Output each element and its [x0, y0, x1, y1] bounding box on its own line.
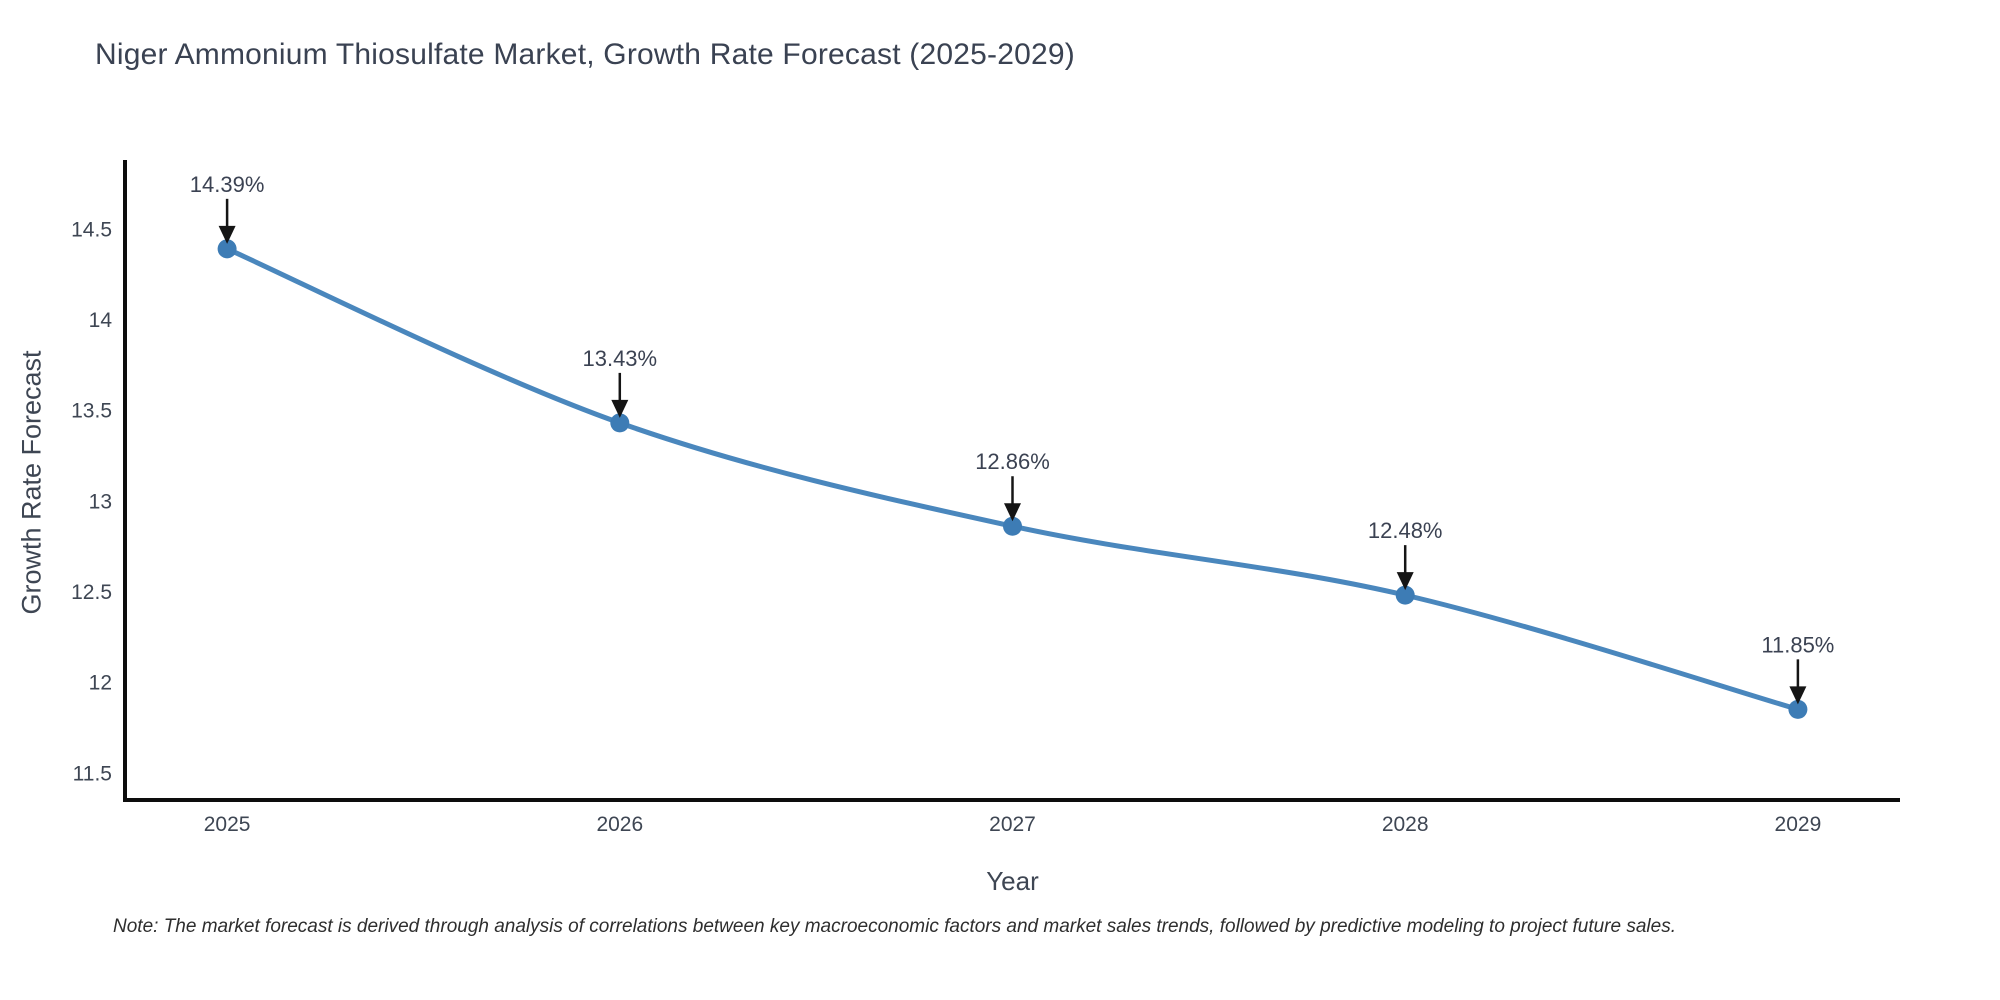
x-tick-label: 2029: [1775, 813, 1822, 836]
y-tick-label: 12.5: [71, 581, 112, 604]
y-tick-label: 12: [89, 672, 112, 695]
chart-title: Niger Ammonium Thiosulfate Market, Growt…: [95, 38, 1075, 71]
x-tick-label: 2027: [989, 813, 1036, 836]
y-tick-label: 11.5: [73, 762, 112, 785]
data-point-marker: [1003, 516, 1022, 536]
annotation-arrowhead: [218, 225, 236, 244]
y-tick-label: 13.5: [71, 400, 112, 423]
y-tick-label: 13: [89, 490, 112, 513]
annotation-arrowhead: [611, 399, 629, 418]
x-tick-label: 2025: [204, 813, 251, 836]
x-tick-label: 2026: [596, 813, 643, 836]
annotation-arrowhead: [1789, 686, 1807, 705]
annotation-arrowhead: [1396, 572, 1414, 591]
data-point-marker: [1395, 585, 1415, 605]
data-point-label: 12.48%: [1368, 518, 1443, 543]
x-tick-label: 2028: [1382, 813, 1429, 836]
y-tick-label: 14.5: [71, 218, 112, 241]
chart-footnote: Note: The market forecast is derived thr…: [113, 916, 1676, 937]
x-axis-label: Year: [986, 866, 1039, 896]
axis-lines: [123, 160, 1900, 802]
data-point-label: 13.43%: [582, 346, 657, 371]
data-point-label: 12.86%: [975, 449, 1050, 474]
data-point-marker: [610, 413, 630, 433]
data-point-label: 11.85%: [1761, 632, 1834, 657]
data-point-marker: [217, 239, 237, 259]
y-tick-label: 14: [89, 309, 113, 332]
y-axis-label: Growth Rate Forecast: [16, 350, 47, 615]
data-point-marker: [1788, 699, 1808, 719]
data-point-label: 14.39%: [190, 172, 265, 197]
annotation-arrowhead: [1004, 503, 1021, 522]
